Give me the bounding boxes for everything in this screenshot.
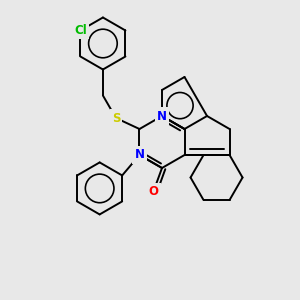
Text: N: N: [134, 148, 145, 161]
Text: S: S: [112, 112, 120, 124]
Text: O: O: [148, 185, 159, 198]
Text: Cl: Cl: [74, 24, 87, 37]
Text: N: N: [157, 110, 167, 122]
